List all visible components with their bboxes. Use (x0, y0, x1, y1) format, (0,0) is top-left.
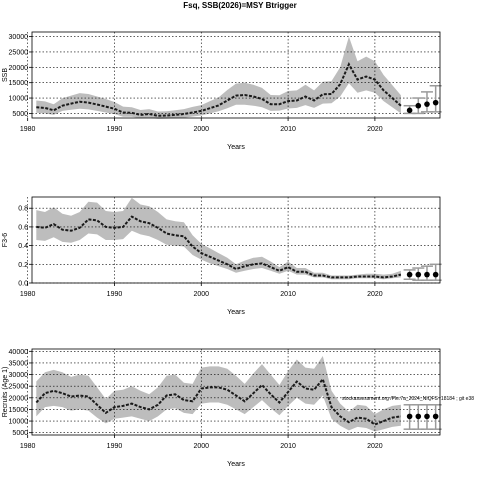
y-axis-label: SSB (2, 68, 9, 82)
projection-point (415, 271, 422, 278)
x-tick-label: 2000 (193, 291, 209, 298)
x-axis-label: Years (227, 461, 245, 468)
x-tick-label: 2010 (280, 126, 296, 133)
confidence-band (36, 356, 401, 432)
x-axis-label: Years (227, 309, 245, 316)
y-tick-label: 0.2 (18, 262, 28, 269)
x-tick-label: 2020 (367, 291, 383, 298)
x-axis-label: Years (227, 144, 245, 151)
x-tick-label: 1980 (20, 443, 36, 450)
projection-point (424, 271, 430, 278)
y-tick-label: 5000 (12, 111, 28, 118)
x-tick-label: 1990 (107, 126, 123, 133)
projection-point (432, 99, 439, 106)
estimate-line (35, 377, 402, 426)
plot-frame (31, 31, 441, 119)
x-tick-label: 2010 (280, 291, 296, 298)
y-tick-label: 0.4 (18, 243, 28, 250)
y-tick-label: 15000 (9, 80, 29, 87)
confidence-band (36, 36, 401, 119)
x-tick-label: 2000 (193, 126, 209, 133)
y-tick-label: 30000 (9, 372, 29, 379)
fishing-mortality-panel: 1980 1990 2000 2010 2020 0.0 0.2 0.4 0.6 0.8 Years… (2, 196, 442, 316)
stockassessment-annotation: stockassessment.org /Ple.7a_2024_NIQFS r… (342, 396, 474, 402)
plot-frame (31, 196, 441, 284)
estimate-line (36, 215, 402, 279)
y-tick-label: 0.6 (18, 224, 28, 231)
y-tick-label: 10000 (9, 96, 29, 103)
y-tick-label: 20000 (9, 395, 29, 402)
recruitment-panel: 1980 1990 2000 2010 2020 5000 10000 15000 20000 2… (2, 348, 442, 468)
y-axis-label: F3-6 (2, 233, 9, 248)
x-tick-label: 1980 (20, 291, 36, 298)
projection-point (432, 271, 439, 278)
y-tick-label: 0.8 (18, 206, 28, 213)
projection-point (415, 413, 422, 420)
confidence-band (36, 197, 401, 280)
y-tick-label: 10000 (9, 419, 29, 426)
projection-point (424, 413, 430, 420)
ssb-panel: 1980 1990 2000 2010 2020 5000 10000 15000 20000 2… (2, 31, 442, 151)
estimate-line (36, 62, 402, 117)
plot-frame (31, 348, 441, 436)
y-tick-label: 40000 (9, 349, 29, 356)
y-tick-label: 20000 (9, 65, 29, 72)
x-tick-label: 2010 (280, 443, 296, 450)
projection-point (406, 107, 413, 114)
projection-point (406, 271, 413, 278)
projection-point (424, 101, 430, 107)
x-tick-label: 1990 (107, 443, 123, 450)
y-axis-label: Recruits (Age 1) (2, 367, 9, 418)
y-tick-label: 25000 (9, 49, 29, 56)
figure-title: Fsq, SSB(2026)=MSY Btrigger (183, 1, 296, 10)
y-tick-label: 5000 (12, 430, 28, 437)
projection-point (432, 413, 439, 420)
projection-point (406, 413, 413, 420)
y-tick-label: 0.0 (18, 281, 28, 288)
y-tick-label: 30000 (9, 34, 29, 41)
x-tick-label: 1980 (20, 126, 36, 133)
x-tick-label: 2020 (367, 443, 383, 450)
y-tick-label: 35000 (9, 360, 29, 367)
y-tick-label: 15000 (9, 407, 29, 414)
x-tick-label: 2020 (367, 126, 383, 133)
x-tick-label: 1990 (107, 291, 123, 298)
projection-point (415, 102, 422, 109)
y-tick-label: 25000 (9, 384, 29, 391)
x-tick-label: 2000 (193, 443, 209, 450)
